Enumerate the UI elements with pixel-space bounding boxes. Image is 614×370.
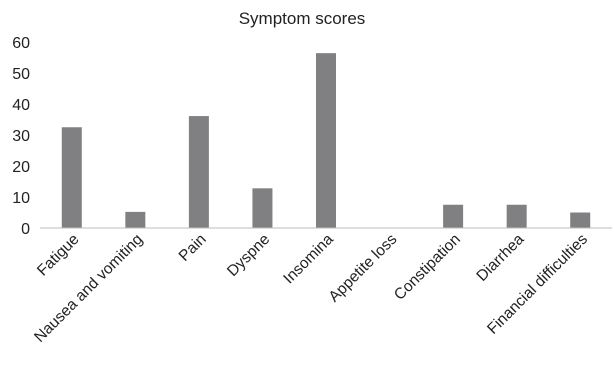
- bar-nausea-and-vomiting: [125, 211, 146, 228]
- x-tick-label: Appetite loss: [326, 231, 401, 306]
- x-tick-label: Dyspne: [224, 231, 273, 280]
- y-tick-label: 10: [12, 190, 30, 207]
- x-tick-label: Constipation: [391, 231, 464, 304]
- bar-dyspne: [252, 188, 273, 228]
- y-tick-label: 50: [12, 66, 30, 83]
- x-tick-label: Nausea and vomiting: [31, 231, 146, 346]
- x-tick-label: Pain: [176, 231, 210, 265]
- y-tick-label: 30: [12, 128, 30, 145]
- chart-title: Symptom scores: [239, 9, 366, 28]
- bar-diarrhea: [506, 204, 527, 228]
- bars: [61, 53, 591, 228]
- bar-pain: [188, 116, 209, 228]
- x-tick-label: Diarrhea: [473, 231, 527, 285]
- y-tick-label: 40: [12, 97, 30, 114]
- bar-financial-difficulties: [570, 212, 591, 228]
- x-tick-label: Insomina: [280, 231, 337, 288]
- y-tick-label: 60: [12, 35, 30, 52]
- x-tick-label: Fatigue: [34, 231, 83, 280]
- y-axis-ticks: 0 10 20 30 40 50 60: [12, 35, 30, 238]
- bar-insomina: [316, 53, 336, 228]
- bar-constipation: [443, 204, 464, 228]
- y-tick-label: 0: [21, 221, 30, 238]
- bar-fatigue: [61, 127, 82, 228]
- y-tick-label: 20: [12, 159, 30, 176]
